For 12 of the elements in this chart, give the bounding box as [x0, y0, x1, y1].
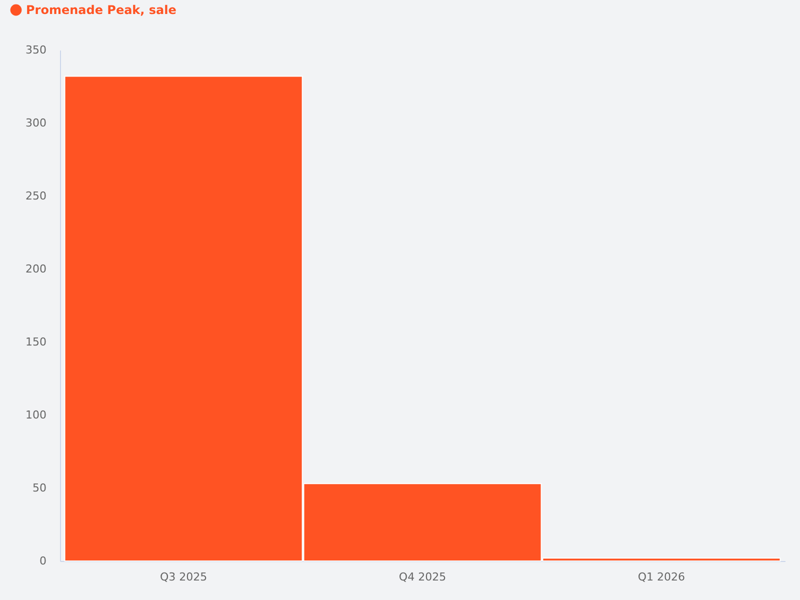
y-tick-label: 50	[32, 482, 46, 494]
x-tick-label: Q3 2025	[160, 570, 208, 584]
y-tick-label: 0	[40, 554, 46, 568]
x-tick-label: Q1 2026	[638, 570, 686, 584]
y-tick-label: 200	[26, 262, 46, 276]
y-tick-label: 100	[26, 408, 46, 422]
y-tick-label: 150	[26, 336, 46, 348]
y-tick-label: 300	[26, 116, 46, 130]
legend-label: Promenade Peak, sale	[26, 3, 176, 17]
y-tick-label: 350	[26, 44, 46, 56]
x-tick-label: Q4 2025	[398, 570, 446, 584]
y-tick-label: 250	[26, 190, 46, 202]
